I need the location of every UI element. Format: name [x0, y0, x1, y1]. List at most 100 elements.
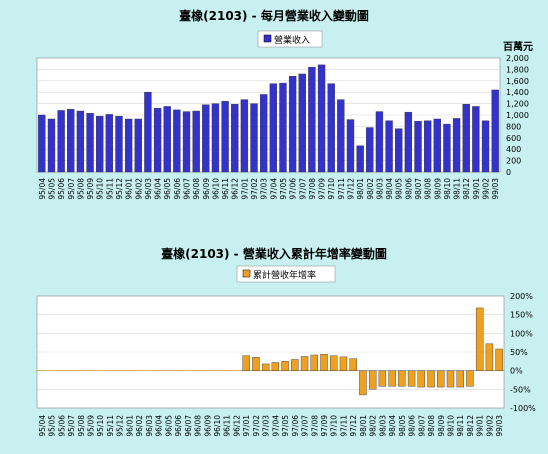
- chart2-legend-label: 累計營收年增率: [253, 269, 316, 281]
- x-tick-label: 96/08: [192, 178, 201, 200]
- y-tick-label: 1,600: [506, 77, 529, 86]
- x-tick-label: 96/11: [221, 178, 230, 200]
- bar-97-02: [252, 357, 260, 371]
- bar-98-04: [385, 120, 393, 173]
- bar-96-08: [192, 110, 200, 173]
- bar-98-05: [395, 128, 403, 173]
- x-tick-label: 98/06: [408, 415, 417, 437]
- bar-98-11: [452, 118, 461, 173]
- x-tick-label: 96/06: [173, 178, 182, 200]
- x-tick-label: 96/01: [125, 178, 134, 200]
- bar-97-02: [250, 103, 258, 173]
- y-tick-label: 0%: [510, 367, 523, 376]
- x-tick-label: 98/04: [385, 178, 394, 200]
- bar-96-10: [211, 103, 220, 173]
- y-tick-label: 1,200: [506, 100, 529, 109]
- bar-96-05: [163, 106, 171, 173]
- x-tick-label: 96/10: [213, 415, 222, 437]
- x-tick-label: 97/05: [281, 415, 290, 437]
- bar-95-07: [67, 370, 75, 372]
- bar-96-02: [135, 370, 143, 372]
- bar-97-03: [260, 94, 268, 173]
- bar-95-11: [106, 370, 114, 372]
- x-tick-label: 95/09: [86, 178, 95, 200]
- x-tick-label: 95/12: [116, 415, 125, 437]
- x-tick-label: 96/02: [134, 178, 143, 200]
- x-tick-label: 98/01: [356, 178, 365, 200]
- x-tick-label: 98/06: [404, 178, 413, 200]
- bar-95-06: [57, 110, 65, 173]
- bar-96-04: [155, 370, 163, 372]
- x-tick-label: 97/12: [349, 415, 358, 437]
- bar-96-07: [182, 111, 191, 173]
- bar-95-10: [96, 370, 104, 372]
- bar-99-02: [481, 120, 490, 173]
- x-tick-label: 97/10: [330, 415, 339, 437]
- x-tick-label: 95/07: [67, 415, 76, 437]
- x-tick-label: 96/01: [125, 415, 134, 437]
- x-tick-label: 97/08: [310, 415, 319, 437]
- bar-97-05: [279, 82, 287, 173]
- x-tick-label: 95/11: [105, 178, 114, 200]
- x-tick-label: 98/02: [366, 178, 375, 200]
- bar-98-09: [437, 370, 445, 388]
- bar-96-06: [173, 109, 181, 173]
- bar-97-04: [271, 362, 280, 371]
- chart1-unit: 百萬元: [503, 40, 533, 53]
- bar-95-12: [116, 370, 124, 372]
- x-tick-label: 95/09: [87, 415, 96, 437]
- x-tick-label: 99/01: [472, 178, 481, 200]
- x-tick-label: 96/03: [144, 178, 153, 200]
- x-tick-label: 97/02: [250, 178, 259, 200]
- x-tick-label: 98/05: [395, 178, 404, 200]
- bar-97-10: [327, 83, 335, 173]
- bar-96-04: [153, 107, 162, 173]
- bar-98-02: [366, 127, 374, 173]
- bar-97-01: [242, 355, 250, 371]
- bar-97-08: [310, 354, 318, 371]
- y-tick-label: -50%: [510, 385, 531, 394]
- x-tick-label: 97/10: [327, 178, 336, 200]
- x-tick-label: 95/10: [96, 415, 105, 437]
- x-tick-label: 96/12: [232, 415, 241, 437]
- bar-96-11: [223, 370, 231, 372]
- x-tick-label: 97/09: [320, 415, 329, 437]
- x-tick-label: 98/09: [437, 415, 446, 437]
- x-tick-label: 97/11: [339, 415, 348, 437]
- x-tick-label: 98/08: [424, 178, 433, 200]
- x-tick-label: 95/04: [38, 178, 47, 200]
- bar-95-04: [38, 370, 46, 372]
- x-tick-label: 98/03: [378, 415, 387, 437]
- x-tick-label: 96/09: [202, 178, 211, 200]
- bar-96-12: [231, 103, 239, 173]
- x-tick-label: 97/12: [346, 178, 355, 200]
- bar-98-06: [407, 370, 416, 387]
- bar-95-06: [57, 370, 65, 372]
- x-tick-label: 96/04: [155, 415, 164, 437]
- bar-95-08: [76, 110, 85, 173]
- bar-97-12: [349, 358, 357, 371]
- cumulative-growth-chart: 臺橡(2103) - 營業收入累計年增率變動圖 累計營收年增率 200% 150%…: [36, 246, 536, 437]
- bar-97-09: [320, 354, 328, 371]
- x-tick-label: 98/01: [359, 415, 368, 437]
- x-tick-label: 98/10: [443, 178, 452, 200]
- bar-97-08: [308, 66, 316, 173]
- x-tick-label: 96/10: [211, 178, 220, 200]
- bar-98-03: [378, 370, 387, 387]
- x-tick-label: 97/07: [301, 415, 310, 437]
- bar-98-03: [375, 111, 384, 173]
- chart1-title: 臺橡(2103) - 每月營業收入變動圖: [179, 8, 369, 23]
- x-tick-label: 97/06: [289, 178, 298, 200]
- chart1-legend-label: 營業收入: [274, 34, 310, 46]
- y-tick-label: 400: [506, 145, 521, 154]
- bar-96-12: [232, 370, 240, 372]
- x-tick-label: 98/12: [466, 415, 475, 437]
- bar-96-06: [174, 370, 182, 372]
- x-tick-label: 99/03: [491, 178, 500, 200]
- bar-97-11: [337, 99, 345, 173]
- chart2-legend-box: [236, 265, 336, 283]
- bar-96-08: [194, 370, 202, 372]
- x-tick-label: 97/05: [279, 178, 288, 200]
- bar-98-08: [423, 120, 432, 173]
- bar-97-04: [269, 83, 277, 173]
